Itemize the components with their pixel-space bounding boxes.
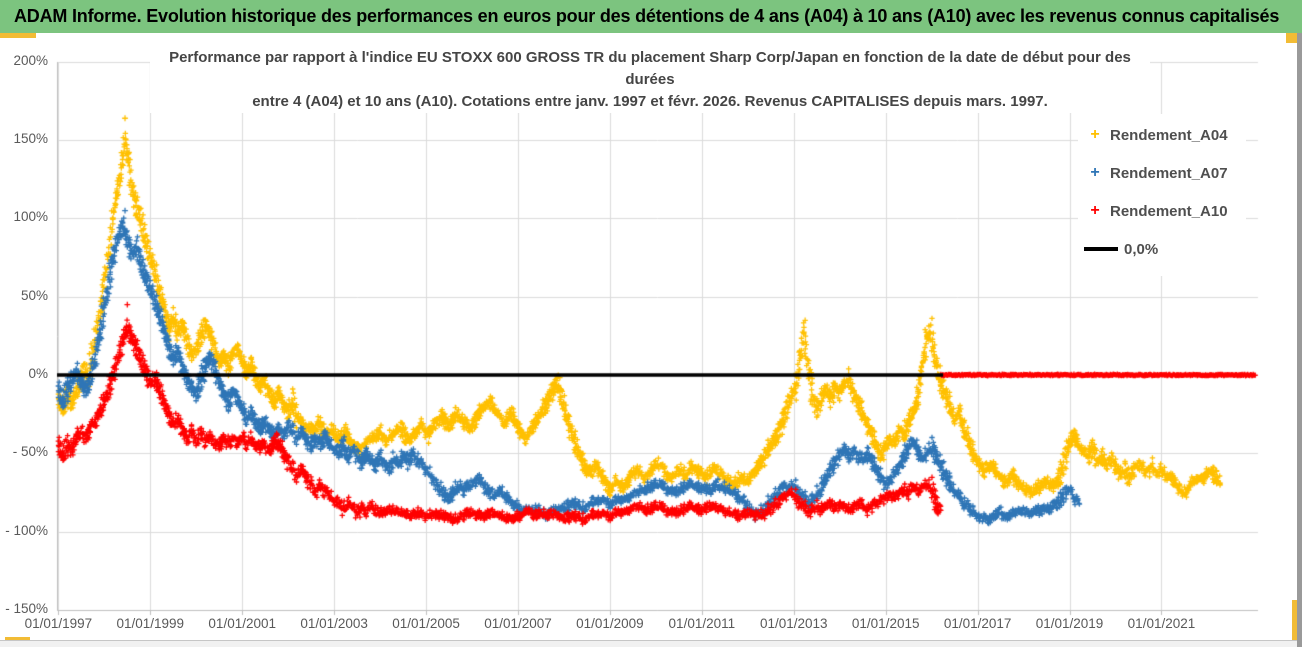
legend-label: Rendement_A07	[1110, 164, 1228, 182]
y-axis-label: 50%	[20, 287, 48, 303]
y-axis-label: 100%	[13, 209, 48, 225]
y-axis-label: 0%	[28, 366, 48, 381]
x-axis-label: 01/01/2019	[1035, 616, 1104, 631]
y-axis-label: - 150%	[5, 600, 48, 616]
x-axis-label: 01/01/2015	[851, 616, 920, 631]
x-axis-label: 01/01/2003	[300, 616, 368, 631]
x-axis-label: 01/01/1999	[116, 616, 185, 631]
zero-line-icon	[1084, 247, 1118, 251]
legend-item-rendement-a04[interactable]: + Rendement_A04	[1084, 120, 1246, 150]
chart-title: Performance par rapport à l'indice EU ST…	[150, 47, 1150, 113]
y-axis-label: 150%	[13, 131, 48, 147]
x-axis-label: 01/01/2001	[208, 616, 276, 631]
legend-label: Rendement_A04	[1110, 126, 1228, 144]
y-axis-label: 200%	[13, 52, 48, 68]
x-axis-label: 01/01/2007	[484, 616, 552, 631]
legend-item-zero-line[interactable]: 0,0%	[1084, 234, 1246, 264]
x-axis-label: 01/01/2017	[943, 616, 1012, 631]
x-axis-label: 01/01/1997	[24, 616, 93, 631]
x-axis-label: 01/01/2009	[576, 616, 644, 631]
legend-label: 0,0%	[1124, 240, 1159, 258]
y-axis-label: - 50%	[12, 444, 48, 460]
x-axis-label: 01/01/2021	[1127, 616, 1196, 631]
legend-item-rendement-a10[interactable]: + Rendement_A10	[1084, 196, 1246, 226]
x-axis-label: 01/01/2013	[759, 616, 828, 631]
x-axis-label: 01/01/2005	[392, 616, 460, 631]
plus-marker-icon: +	[1090, 202, 1100, 219]
chart-title-line2: entre 4 (A04) et 10 ans (A10). Cotations…	[252, 93, 1048, 110]
plus-marker-icon: +	[1090, 126, 1100, 143]
legend-item-rendement-a07[interactable]: + Rendement_A07	[1084, 158, 1246, 188]
chart-title-line1: Performance par rapport à l'indice EU ST…	[169, 49, 1131, 88]
plus-marker-icon: +	[1090, 164, 1100, 181]
x-axis-label: 01/01/2011	[668, 616, 736, 631]
legend-label: Rendement_A10	[1110, 202, 1228, 220]
y-axis-label: - 100%	[5, 522, 48, 538]
chart-legend: + Rendement_A04 + Rendement_A07 + Rendem…	[1078, 114, 1246, 276]
